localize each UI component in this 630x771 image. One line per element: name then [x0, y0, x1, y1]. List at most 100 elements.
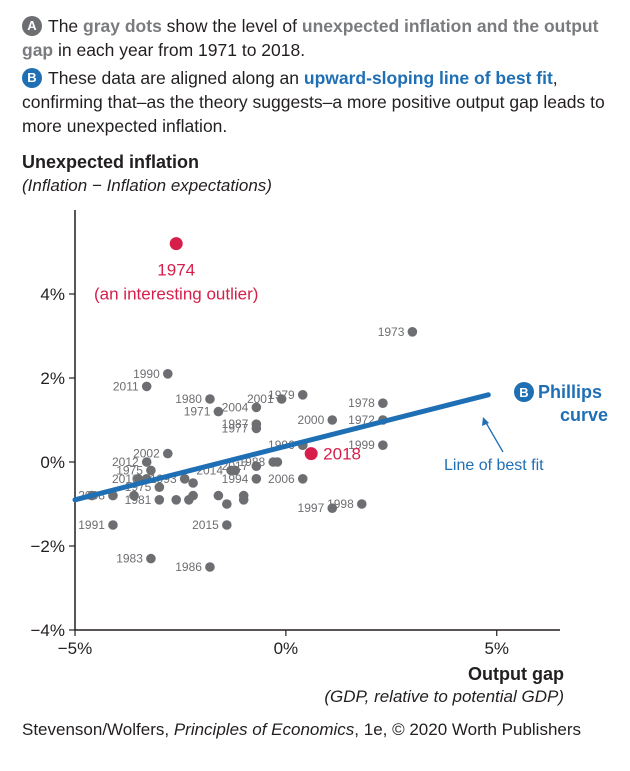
- data-point: [154, 482, 165, 493]
- data-point: [222, 499, 232, 509]
- data-point: [297, 474, 308, 484]
- point-year-label: 2012: [112, 455, 139, 469]
- point-year-label: 1980: [175, 392, 202, 406]
- note-b-highlight-1: upward-sloping line of best fit: [303, 68, 553, 88]
- point-year-label: 2011: [113, 379, 139, 393]
- y-tick-label: 0%: [40, 453, 65, 472]
- note-a-highlight-2: unexpected inflation and the output gap: [22, 16, 599, 60]
- x-axis-title: Output gap: [468, 664, 564, 684]
- data-point: [162, 448, 173, 459]
- outlier-year-label: 1974: [157, 261, 195, 280]
- data-point: [129, 490, 139, 501]
- point-year-label: 1987: [222, 417, 249, 431]
- best-fit-line: [72, 392, 491, 503]
- point-year-label: 2000: [298, 413, 325, 427]
- y-axis-subtitle: (Inflation − Inflation expectations): [22, 176, 272, 195]
- x-tick-label: 5%: [484, 639, 509, 658]
- point-year-label: 1979: [268, 388, 295, 402]
- data-point: [154, 495, 165, 505]
- point-year-label: 2002: [133, 447, 160, 461]
- phillips-badge: [514, 382, 534, 402]
- data-point: [213, 490, 224, 501]
- point-year-label: 1997: [298, 501, 325, 515]
- point-year-label: 2001: [247, 392, 274, 406]
- phillips-label-line-2: curve: [560, 405, 608, 425]
- point-year-label: 1973: [378, 325, 405, 339]
- highlight-point-2018: [304, 447, 318, 461]
- y-tick-label: −4%: [31, 621, 66, 640]
- data-point: [188, 490, 198, 501]
- data-point: [276, 394, 287, 404]
- point-year-label: 1971: [184, 405, 211, 419]
- point-year-label: 2010: [112, 472, 139, 486]
- badge-b: B: [22, 68, 42, 88]
- point-year-label: 1999: [348, 438, 375, 452]
- data-point: [251, 423, 262, 434]
- data-point: [251, 461, 262, 472]
- data-point: [297, 390, 308, 400]
- point-year-label: 1975: [116, 463, 143, 477]
- data-point: [378, 440, 388, 451]
- data-point: [407, 327, 418, 337]
- data-point: [141, 381, 152, 392]
- note-b-text-2: , confirming that–as the theory suggests…: [22, 68, 605, 136]
- data-point: [268, 457, 279, 467]
- point-year-label: 1977: [222, 421, 249, 435]
- source-credit: Stevenson/Wolfers, Principles of Economi…: [22, 718, 582, 742]
- note-a-text-1: The: [48, 16, 84, 36]
- credit-book-title: Principles of Economics: [173, 720, 355, 739]
- point-year-label: 2006: [268, 472, 295, 486]
- note-a-highlight-1: gray dots: [83, 16, 162, 36]
- data-point: [141, 457, 152, 467]
- outlier-point: [169, 237, 183, 251]
- credit-pre: Stevenson/Wolfers,: [22, 720, 174, 739]
- point-year-label: 2015: [192, 518, 219, 532]
- fit-line-pointer: [484, 420, 504, 453]
- data-point: [238, 490, 249, 501]
- fit-line-pointer-head: [482, 417, 489, 426]
- note-b-text-1: These data are aligned along an: [48, 68, 304, 88]
- x-axis-subtitle: (GDP, relative to potential GDP): [324, 687, 564, 706]
- phillips-badge-letter: B: [519, 385, 528, 400]
- point-year-label: 1981: [125, 493, 152, 507]
- data-point: [205, 394, 215, 404]
- credit-post: , 1e, © 2020 Worth Publishers: [354, 720, 582, 739]
- point-year-label: 1998: [327, 497, 354, 511]
- data-point: [378, 398, 388, 409]
- data-point: [356, 499, 367, 509]
- data-point: [327, 415, 338, 425]
- point-year-label: 2004: [222, 400, 249, 414]
- note-a-text-2: show the level of: [161, 16, 302, 36]
- point-year-label: 1994: [222, 472, 249, 486]
- y-axis-title: Unexpected inflation: [22, 152, 200, 172]
- data-point: [251, 402, 262, 413]
- data-point: [213, 406, 224, 417]
- point-year-label: 1978: [348, 396, 375, 410]
- data-point: [179, 474, 190, 484]
- data-point: [146, 465, 156, 476]
- highlight-year-label: 2018: [323, 445, 361, 464]
- data-point: [188, 478, 198, 488]
- data-point: [205, 562, 215, 572]
- note-a-text-3: in each year from 1971 to 2018.: [53, 40, 306, 60]
- fit-line-annotation: Line of best fit: [444, 457, 544, 474]
- data-point: [222, 520, 232, 530]
- badge-a: A: [22, 16, 42, 36]
- point-year-label: 1991: [78, 518, 105, 532]
- data-point: [146, 553, 156, 564]
- data-point: [108, 520, 118, 530]
- x-tick-label: −5%: [58, 639, 93, 658]
- note-a: A The gray dots show the level of unexpec…: [22, 14, 612, 62]
- data-point: [171, 495, 182, 505]
- phillips-label-line-1: Phillips: [538, 382, 602, 402]
- note-b: B These data are aligned along an upward-…: [22, 66, 612, 138]
- data-point: [162, 369, 173, 379]
- y-tick-label: 2%: [40, 369, 65, 388]
- point-year-label: 1983: [116, 552, 143, 566]
- x-tick-label: 0%: [274, 639, 299, 658]
- outlier-note-label: (an interesting outlier): [94, 285, 258, 304]
- y-tick-label: 4%: [40, 285, 65, 304]
- point-year-label: 1986: [175, 560, 202, 574]
- data-point: [327, 503, 338, 513]
